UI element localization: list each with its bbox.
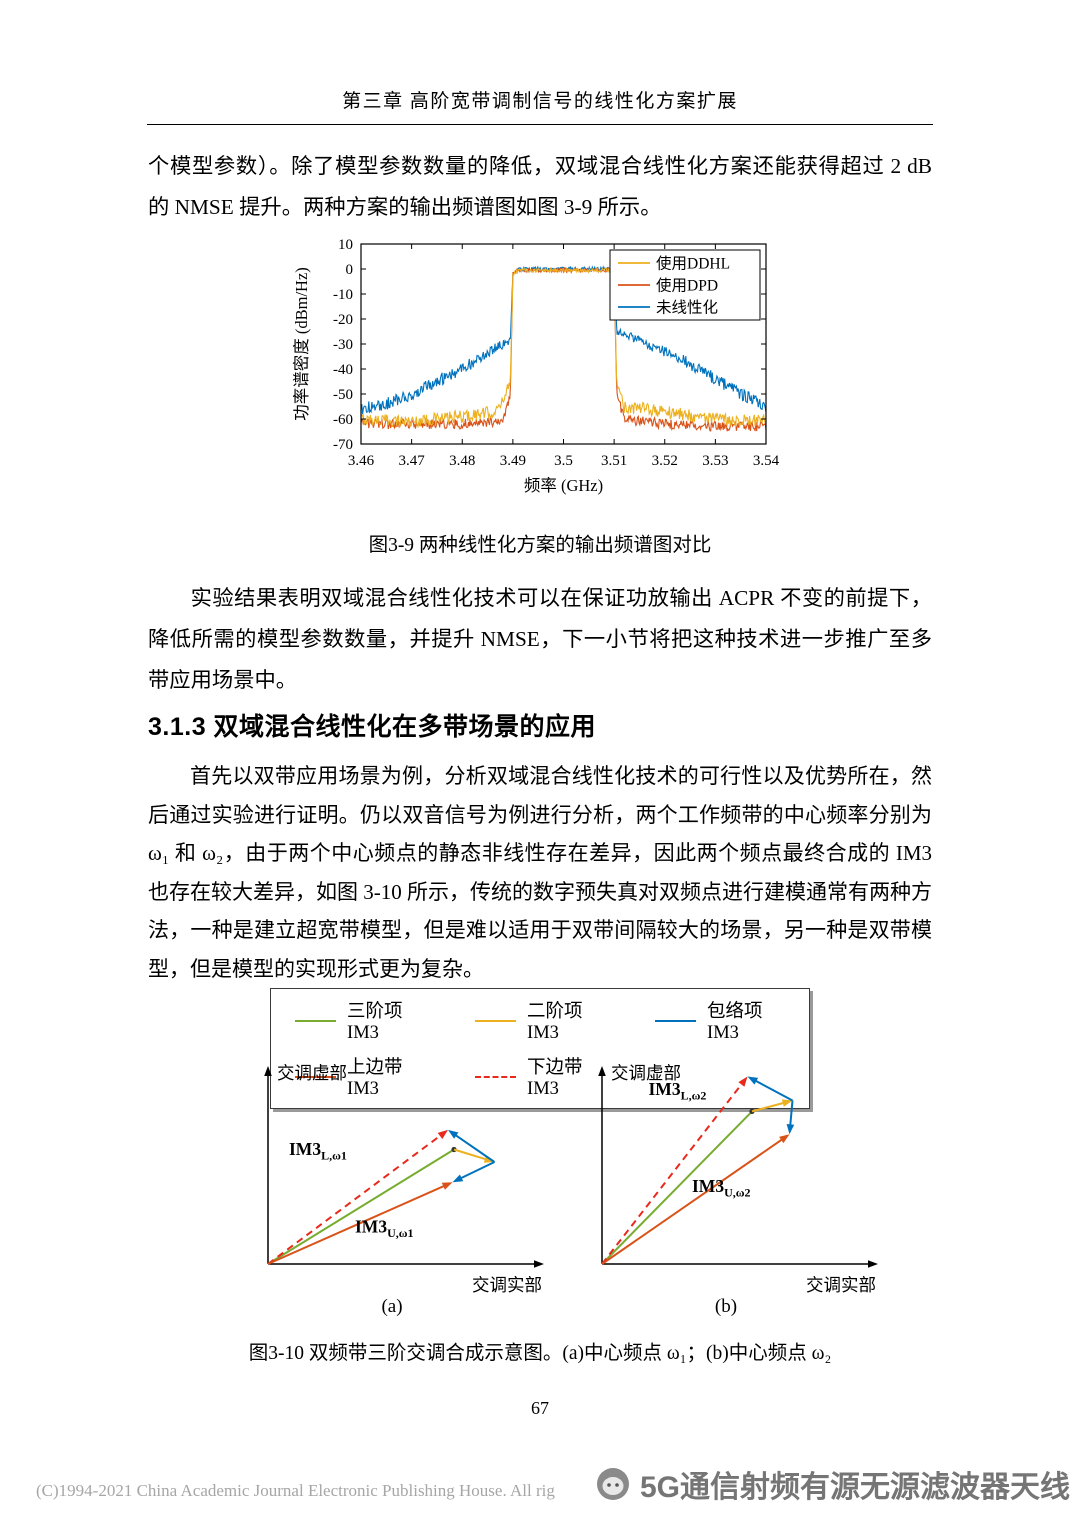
paragraph-3: 首先以双带应用场景为例，分析双域混合线性化技术的可行性以及优势所在，然后通过实验… bbox=[148, 764, 932, 981]
fig10-legend-line-sample bbox=[475, 1019, 517, 1022]
page-number: 67 bbox=[531, 1398, 549, 1418]
vector-annotation: IM3U,ω2 bbox=[692, 1176, 751, 1200]
vector-second-order-term bbox=[751, 1101, 787, 1113]
figure-3-10-caption: 图3-10 双频带三阶交调合成示意图。(a)中心频点 ω₁；(b)中心频点 ω₂ bbox=[248, 1343, 832, 1364]
legend-label: 使用DDHL bbox=[656, 255, 730, 273]
fig10-legend-item: 包络项IM3 bbox=[655, 997, 785, 1044]
vector-envelope-term-up bbox=[452, 1132, 496, 1163]
y-axis-label: 功率谱密度 (dBm/Hz) bbox=[292, 267, 311, 421]
spectrum-chart: 3.46 3.47 3.48 3.49 3.5 3.51 3.52 3.53 3.54 10 0 -1… bbox=[278, 234, 788, 507]
fig10-legend-line-sample bbox=[475, 1075, 517, 1078]
vector-annotation: IM3U,ω1 bbox=[355, 1216, 414, 1240]
fig10-legend-label: 上边带IM3 bbox=[347, 1058, 403, 1099]
y-tick-label: -60 bbox=[333, 412, 353, 428]
x-tick-label: 3.52 bbox=[652, 453, 678, 469]
fig10-legend-item: 上边带IM3 bbox=[295, 1053, 425, 1100]
fig10-legend-label: 三阶项IM3 bbox=[347, 1002, 403, 1043]
vector-envelope-term-down bbox=[789, 1100, 794, 1129]
vector-lower-sideband-im3 bbox=[267, 1132, 444, 1265]
subfigure-label-b: (b) bbox=[714, 1296, 738, 1317]
fig10-legend-item: 三阶项IM3 bbox=[295, 997, 425, 1044]
x-tick-label: 3.53 bbox=[702, 453, 728, 469]
x-tick-label: 3.46 bbox=[348, 453, 375, 469]
vector-annotation: IM3L,ω1 bbox=[289, 1139, 347, 1163]
x-axis-label: 频率 (GHz) bbox=[524, 476, 603, 495]
x-tick-label: 3.54 bbox=[753, 453, 780, 469]
y-tick-label: -50 bbox=[333, 387, 353, 403]
y-tick-label: -40 bbox=[333, 362, 353, 378]
y-tick-label: 0 bbox=[346, 262, 354, 278]
vector-diagram-a: 交调虚部交调实部 IM3L,ω1 IM3U,ω1 bbox=[222, 1052, 562, 1314]
fig10-legend-label: 二阶项IM3 bbox=[527, 1002, 583, 1043]
vector-diagram-b: 交调虚部交调实部 IM3L,ω2 IM3U,ω2 bbox=[556, 1052, 896, 1314]
chapter-header: 第三章 高阶宽带调制信号的线性化方案扩展 bbox=[342, 91, 738, 112]
fig10-legend-line-sample bbox=[655, 1019, 697, 1022]
subfigure-label-a: (a) bbox=[381, 1296, 403, 1317]
real-axis-label: 交调实部 bbox=[472, 1275, 542, 1295]
y-tick-label: -70 bbox=[333, 437, 353, 453]
fig10-legend-label: 包络项IM3 bbox=[707, 1002, 763, 1043]
vector-upper-sideband-im3 bbox=[601, 1136, 786, 1265]
paragraph-1: 个模型参数）。除了模型参数数量的降低，双域混合线性化方案还能获得超过 2 dB … bbox=[148, 154, 932, 219]
real-axis-label: 交调实部 bbox=[806, 1275, 876, 1295]
vector-envelope-term-up bbox=[752, 1078, 793, 1102]
vector-third-order-term bbox=[601, 1110, 753, 1265]
watermark: 5G通信射频有源无源滤波器天线 bbox=[594, 1462, 1070, 1506]
legend-label: 使用DPD bbox=[656, 277, 718, 295]
x-tick-label: 3.5 bbox=[554, 453, 573, 469]
vector-upper-sideband-im3 bbox=[267, 1183, 448, 1265]
fig10-legend-line-sample bbox=[295, 1019, 337, 1022]
spectrum-series-2 bbox=[360, 265, 767, 415]
fig10-legend-label: 下边带IM3 bbox=[527, 1058, 583, 1099]
y-tick-label: -20 bbox=[333, 312, 353, 328]
header-rule bbox=[147, 124, 933, 125]
vector-envelope-term-down bbox=[457, 1161, 495, 1181]
imag-axis-label: 交调虚部 bbox=[611, 1063, 681, 1083]
y-tick-label: -10 bbox=[333, 287, 353, 303]
fig10-legend-item: 下边带IM3 bbox=[475, 1053, 605, 1100]
legend-label: 未线性化 bbox=[656, 299, 718, 317]
copyright-line: (C)1994-2021 China Academic Journal Elec… bbox=[36, 1481, 555, 1500]
watermark-logo-icon bbox=[597, 1468, 629, 1500]
y-tick-label: -30 bbox=[333, 337, 353, 353]
vector-annotation: IM3L,ω2 bbox=[649, 1079, 707, 1103]
x-tick-label: 3.51 bbox=[601, 453, 627, 469]
figure-3-9-caption: 图3-9 两种线性化方案的输出频谱图对比 bbox=[368, 535, 712, 556]
x-tick-label: 3.47 bbox=[399, 453, 426, 469]
vector-second-order-term bbox=[453, 1148, 490, 1162]
x-tick-label: 3.49 bbox=[500, 453, 526, 469]
fig10-legend-line-sample bbox=[295, 1075, 337, 1078]
vector-third-order-term bbox=[267, 1148, 455, 1265]
watermark-text: 5G通信射频有源无源滤波器天线 bbox=[640, 1471, 1071, 1504]
x-tick-label: 3.48 bbox=[449, 453, 475, 469]
vector-lower-sideband-im3 bbox=[601, 1080, 745, 1265]
fig10-legend-item: 二阶项IM3 bbox=[475, 997, 605, 1044]
spectrum-series-0 bbox=[360, 266, 767, 429]
figure-3-10-legend: 三阶项IM3 二阶项IM3 包络项IM3 上边带IM3 下边带IM3 bbox=[270, 988, 810, 1109]
paragraph-2: 实验结果表明双域混合线性化技术可以在保证功放输出 ACPR 不变的前提下，降低所… bbox=[148, 586, 932, 692]
y-tick-label: 10 bbox=[338, 237, 353, 253]
figure-3-9: 3.46 3.47 3.48 3.49 3.5 3.51 3.52 3.53 3.54 10 0 -1… bbox=[278, 234, 788, 507]
imag-axis-label: 交调虚部 bbox=[277, 1063, 347, 1083]
section-heading: 3.1.3 双域混合线性化在多带场景的应用 bbox=[148, 713, 597, 741]
